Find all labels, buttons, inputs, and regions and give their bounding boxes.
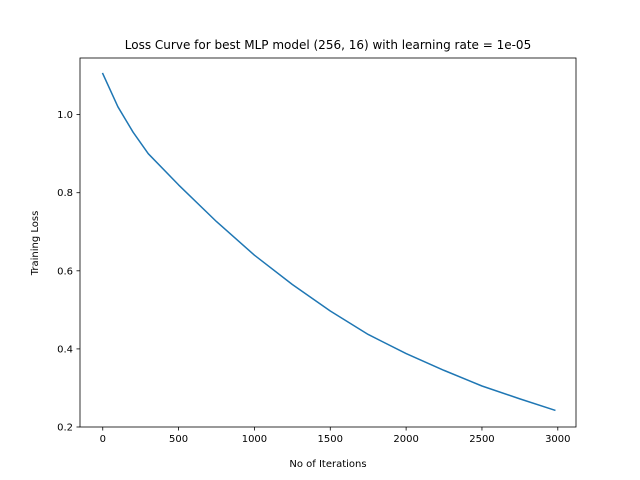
x-tick-label: 2000 [393,434,418,445]
y-axis: 0.2 0.4 0.6 0.8 1.0 [57,110,80,434]
x-tick-label: 1500 [318,434,343,445]
x-tick-label: 1000 [242,434,267,445]
y-tick-label: 0.4 [57,344,73,355]
x-axis-label: No of Iterations [289,459,366,470]
x-axis: 0 500 1000 1500 2000 2500 3000 [100,427,571,445]
x-tick-label: 500 [169,434,188,445]
y-tick-label: 0.2 [57,423,73,434]
y-tick-label: 0.8 [57,188,73,199]
y-tick-label: 0.6 [57,266,73,277]
y-axis-label: Training Loss [30,211,41,277]
series-line-0 [101,72,556,412]
x-tick-label: 3000 [545,434,570,445]
x-tick-label: 2500 [469,434,494,445]
plot-area [79,57,577,428]
y-tick-label: 1.0 [57,110,73,121]
chart-title: Loss Curve for best MLP model (256, 16) … [125,38,531,52]
axes-frame [79,57,577,428]
x-tick-label: 0 [100,434,106,445]
